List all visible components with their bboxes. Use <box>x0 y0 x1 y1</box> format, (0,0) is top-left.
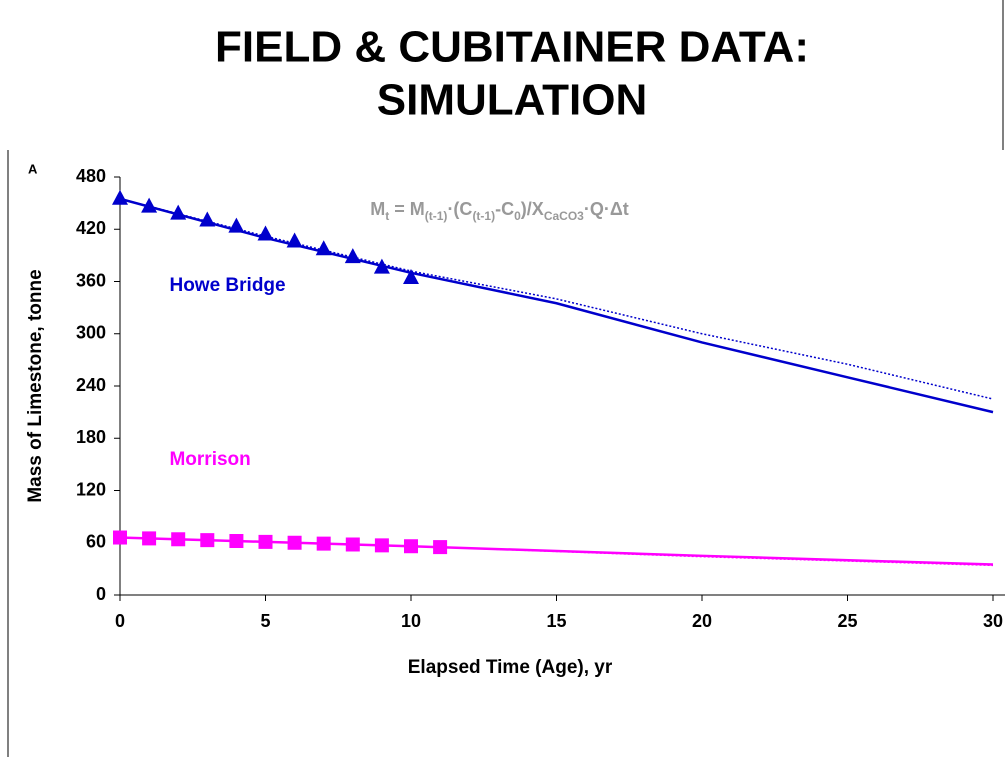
formula-part: )/X <box>521 199 544 219</box>
marker-square <box>200 533 215 548</box>
x-tick-label: 10 <box>401 611 421 631</box>
y-tick-label: 0 <box>96 584 106 604</box>
x-tick-label: 25 <box>837 611 857 631</box>
marker-triangle <box>141 197 158 213</box>
y-tick-label: 360 <box>76 270 106 290</box>
marker-square <box>404 539 418 554</box>
y-tick-label: 300 <box>76 323 106 343</box>
y-tick-label: 480 <box>76 166 106 186</box>
marker-triangle <box>199 211 216 227</box>
formula-part: -C <box>495 199 514 219</box>
marker-triangle <box>315 240 332 256</box>
marker-triangle <box>344 248 361 264</box>
panel-label: A <box>28 161 38 176</box>
formula: Mt = M(t-1)·(C(t-1)-C0)/XCaCO3·Q·Δt <box>370 199 629 223</box>
formula-part: M <box>370 199 385 219</box>
x-tick-label: 20 <box>692 611 712 631</box>
marker-square <box>229 534 244 549</box>
marker-square <box>374 538 389 553</box>
marker-square <box>345 537 360 552</box>
formula-part: t <box>385 209 389 223</box>
annotation: Morrison <box>169 449 250 470</box>
formula-part: ·(C <box>447 199 472 219</box>
marker-square <box>316 536 331 551</box>
marker-triangle <box>170 204 187 220</box>
marker-square <box>258 534 273 549</box>
marker-triangle <box>112 189 128 205</box>
x-tick-label: 30 <box>983 611 1003 631</box>
x-tick-label: 5 <box>260 611 270 631</box>
formula-part: = M <box>389 199 425 219</box>
marker-square <box>113 530 127 545</box>
y-tick-label: 240 <box>76 375 106 395</box>
formula-part: ·Q·Δt <box>584 199 629 219</box>
marker-square <box>142 531 157 546</box>
y-tick-label: 120 <box>76 479 106 499</box>
x-tick-label: 0 <box>115 611 125 631</box>
series-line <box>119 197 994 414</box>
formula-part: 0 <box>514 209 521 223</box>
formula-part: (t-1) <box>472 209 495 223</box>
marker-triangle <box>286 232 303 248</box>
y-axis-label: Mass of Limestone, tonne <box>25 269 46 502</box>
y-tick-label: 180 <box>76 427 106 447</box>
marker-triangle <box>373 258 390 274</box>
marker-square <box>287 535 302 550</box>
marker-triangle <box>403 269 419 285</box>
marker-triangle <box>228 217 245 233</box>
formula-part: (t-1) <box>425 209 448 223</box>
annotation: Howe Bridge <box>169 275 285 296</box>
marker-square <box>433 540 448 555</box>
chart-title: SIMULATION <box>377 76 648 125</box>
marker-triangle <box>257 225 274 241</box>
series-line <box>119 198 994 400</box>
formula-part: CaCO3 <box>544 209 584 223</box>
y-tick-label: 420 <box>76 218 106 238</box>
chart-title: FIELD & CUBITAINER DATA: <box>215 23 809 72</box>
x-axis-label: Elapsed Time (Age), yr <box>408 657 613 678</box>
marker-square <box>171 532 186 547</box>
y-tick-label: 60 <box>86 532 106 552</box>
x-tick-label: 15 <box>546 611 566 631</box>
